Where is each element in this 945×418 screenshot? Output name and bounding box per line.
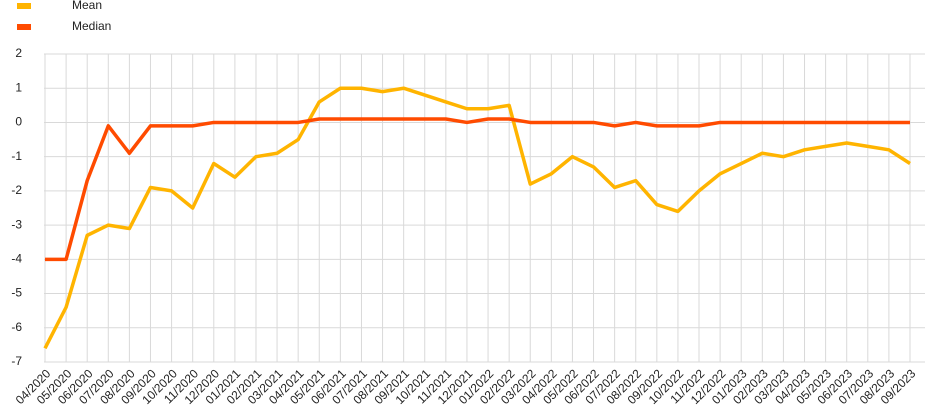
legend-swatch xyxy=(17,3,31,9)
y-tick-label: 1 xyxy=(15,80,22,94)
y-tick-label: -6 xyxy=(11,320,22,334)
y-tick-label: -3 xyxy=(11,217,22,231)
line-series xyxy=(43,86,911,350)
y-tick-label: 0 xyxy=(15,115,22,129)
legend-swatch xyxy=(17,24,31,30)
legend-label: Median xyxy=(72,19,111,33)
legend-label: Mean xyxy=(72,0,102,12)
y-tick-label: -1 xyxy=(11,149,22,163)
line-series xyxy=(45,117,910,262)
y-tick-label: -7 xyxy=(11,354,22,368)
y-tick-label: -4 xyxy=(11,252,22,266)
y-tick-label: -2 xyxy=(11,183,22,197)
y-tick-label: 2 xyxy=(15,46,22,60)
y-tick-label: -5 xyxy=(11,286,22,300)
